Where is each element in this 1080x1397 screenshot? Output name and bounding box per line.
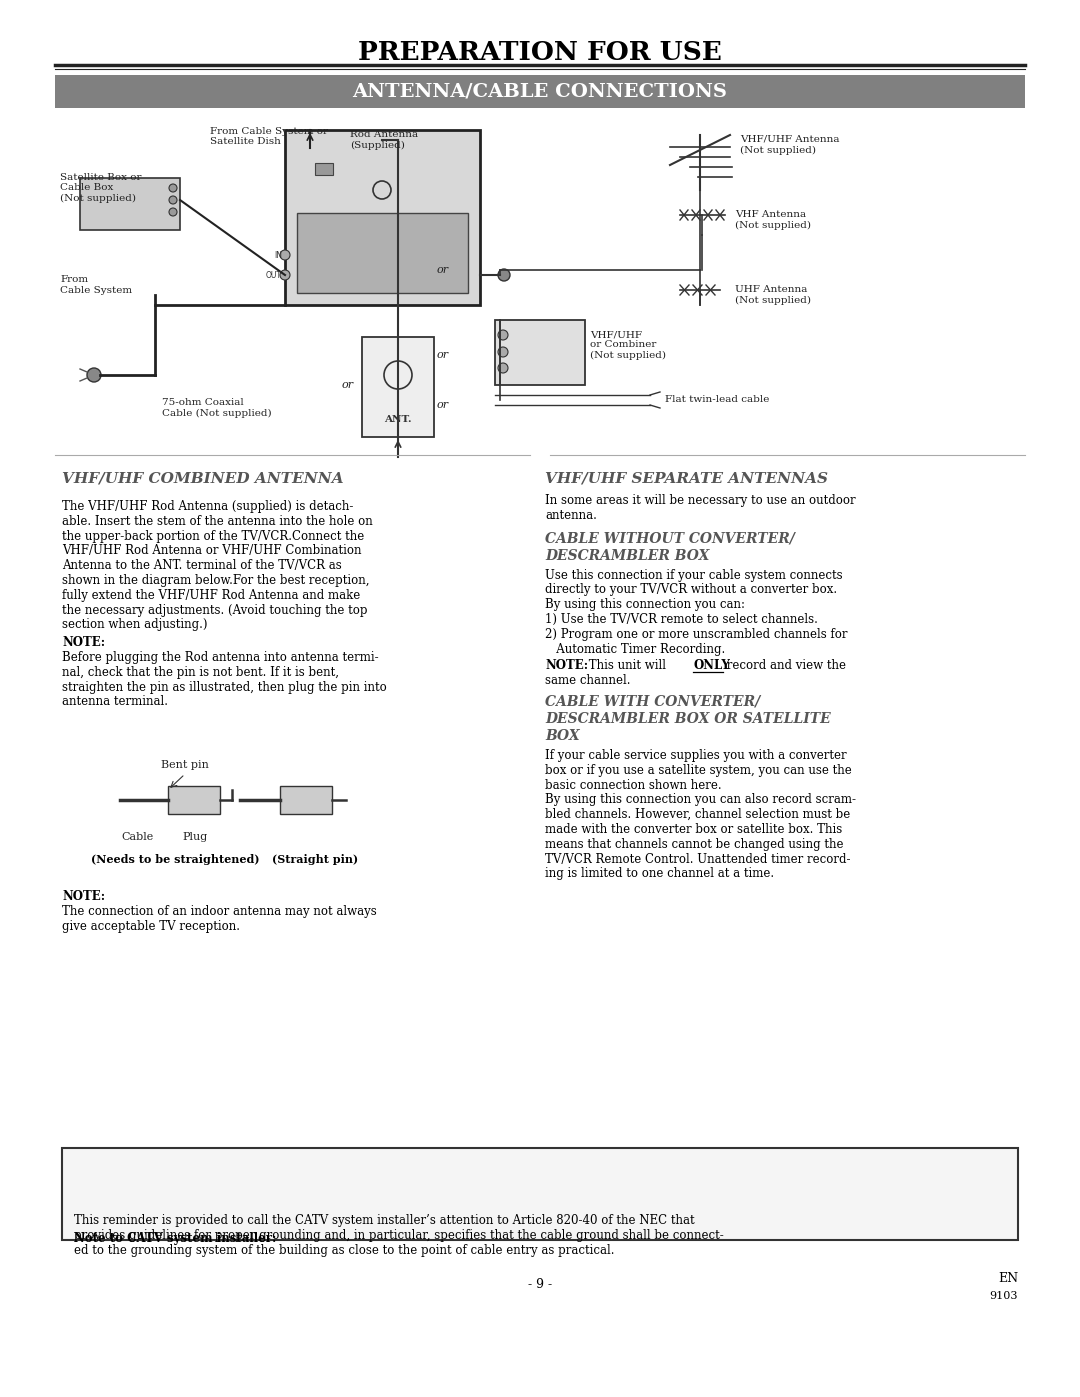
Text: Bent pin: Bent pin [161, 760, 208, 770]
Text: fully extend the VHF/UHF Rod Antenna and make: fully extend the VHF/UHF Rod Antenna and… [62, 588, 361, 602]
Text: In some areas it will be necessary to use an outdoor: In some areas it will be necessary to us… [545, 495, 855, 507]
Text: ANT.: ANT. [384, 415, 411, 423]
Bar [168, 787, 220, 814]
Text: shown in the diagram below.For the best reception,: shown in the diagram below.For the best … [62, 574, 369, 587]
Text: NOTE:: NOTE: [62, 890, 105, 902]
Circle shape [498, 363, 508, 373]
Circle shape [498, 330, 508, 339]
Text: NOTE:: NOTE: [62, 636, 105, 650]
Text: or: or [437, 400, 449, 409]
Text: 9103: 9103 [989, 1291, 1018, 1301]
Text: means that channels cannot be changed using the: means that channels cannot be changed us… [545, 838, 843, 851]
Text: same channel.: same channel. [545, 675, 631, 687]
Circle shape [280, 250, 291, 260]
Text: If your cable service supplies you with a converter: If your cable service supplies you with … [545, 749, 847, 761]
Text: DESCRAMBLER BOX: DESCRAMBLER BOX [545, 549, 710, 563]
Text: - 9 -: - 9 - [528, 1278, 552, 1291]
Text: VHF/UHF Antenna
(Not supplied): VHF/UHF Antenna (Not supplied) [740, 136, 839, 155]
Text: The VHF/UHF Rod Antenna (supplied) is detach-: The VHF/UHF Rod Antenna (supplied) is de… [62, 500, 353, 513]
Text: Plug: Plug [183, 833, 207, 842]
Circle shape [168, 196, 177, 204]
Text: From
Cable System: From Cable System [60, 275, 132, 295]
Text: This reminder is provided to call the CATV system installer’s attention to Artic: This reminder is provided to call the CA… [75, 1214, 694, 1227]
Text: the necessary adjustments. (Avoid touching the top: the necessary adjustments. (Avoid touchi… [62, 604, 367, 616]
Text: directly to your TV/VCR without a converter box.: directly to your TV/VCR without a conver… [545, 584, 837, 597]
Text: Before plugging the Rod antenna into antenna termi-: Before plugging the Rod antenna into ant… [62, 651, 379, 664]
Circle shape [168, 184, 177, 191]
Text: The connection of an indoor antenna may not always: The connection of an indoor antenna may … [62, 905, 377, 918]
Text: VHF/UHF
or Combiner
(Not supplied): VHF/UHF or Combiner (Not supplied) [590, 330, 666, 360]
Bar [362, 337, 434, 437]
Text: VHF Antenna
(Not supplied): VHF Antenna (Not supplied) [735, 210, 811, 229]
Text: 2) Program one or more unscrambled channels for: 2) Program one or more unscrambled chann… [545, 627, 848, 641]
Circle shape [168, 208, 177, 217]
Bar [315, 163, 333, 175]
Text: ing is limited to one channel at a time.: ing is limited to one channel at a time. [545, 868, 774, 880]
Text: VHF/UHF COMBINED ANTENNA: VHF/UHF COMBINED ANTENNA [62, 472, 343, 486]
Text: TV/VCR Remote Control. Unattended timer record-: TV/VCR Remote Control. Unattended timer … [545, 852, 851, 866]
Text: box or if you use a satellite system, you can use the: box or if you use a satellite system, yo… [545, 764, 852, 777]
Circle shape [498, 346, 508, 358]
Text: IN: IN [274, 250, 282, 260]
Circle shape [498, 270, 510, 281]
Text: BOX: BOX [545, 729, 580, 743]
Text: VHF/UHF SEPARATE ANTENNAS: VHF/UHF SEPARATE ANTENNAS [545, 472, 828, 486]
Text: Use this connection if your cable system connects: Use this connection if your cable system… [545, 569, 842, 581]
Text: CABLE WITHOUT CONVERTER/: CABLE WITHOUT CONVERTER/ [545, 532, 795, 546]
Text: Satellite Box or
Cable Box
(Not supplied): Satellite Box or Cable Box (Not supplied… [60, 173, 141, 203]
Text: OUT: OUT [266, 271, 282, 279]
Circle shape [280, 270, 291, 279]
Text: Antenna to the ANT. terminal of the TV/VCR as: Antenna to the ANT. terminal of the TV/V… [62, 559, 341, 573]
Text: nal, check that the pin is not bent. If it is bent,: nal, check that the pin is not bent. If … [62, 666, 339, 679]
Text: PREPARATION FOR USE: PREPARATION FOR USE [359, 39, 721, 64]
Text: or: or [437, 265, 449, 275]
Text: antenna terminal.: antenna terminal. [62, 696, 168, 708]
Text: Note to CATV system installer:: Note to CATV system installer: [75, 1232, 276, 1245]
Text: DESCRAMBLER BOX OR SATELLITE: DESCRAMBLER BOX OR SATELLITE [545, 712, 831, 726]
Text: (Straight pin): (Straight pin) [272, 854, 359, 865]
Bar [285, 130, 480, 305]
Text: record and view the: record and view the [723, 659, 846, 672]
Bar [280, 787, 332, 814]
Text: ONLY: ONLY [693, 659, 730, 672]
Text: bled channels. However, channel selection must be: bled channels. However, channel selectio… [545, 809, 850, 821]
Text: section when adjusting.): section when adjusting.) [62, 619, 207, 631]
Text: From Cable System or
Satellite Dish: From Cable System or Satellite Dish [210, 127, 328, 147]
Text: UHF Antenna
(Not supplied): UHF Antenna (Not supplied) [735, 285, 811, 305]
Text: Cable: Cable [122, 833, 154, 842]
Text: made with the converter box or satellite box. This: made with the converter box or satellite… [545, 823, 842, 835]
Text: Flat twin-lead cable: Flat twin-lead cable [665, 395, 769, 405]
Text: ed to the grounding system of the building as close to the point of cable entry : ed to the grounding system of the buildi… [75, 1243, 615, 1256]
Text: By using this connection you can:: By using this connection you can: [545, 598, 745, 612]
Text: or: or [342, 380, 354, 390]
Bar [62, 1148, 1018, 1241]
Text: able. Insert the stem of the antenna into the hole on: able. Insert the stem of the antenna int… [62, 515, 373, 528]
Text: ANTENNA/CABLE CONNECTIONS: ANTENNA/CABLE CONNECTIONS [352, 82, 728, 101]
Text: straighten the pin as illustrated, then plug the pin into: straighten the pin as illustrated, then … [62, 680, 387, 693]
Text: Automatic Timer Recording.: Automatic Timer Recording. [545, 643, 726, 655]
Text: (Needs to be straightened): (Needs to be straightened) [91, 854, 259, 865]
Bar [495, 320, 585, 386]
Text: VHF/UHF Rod Antenna or VHF/UHF Combination: VHF/UHF Rod Antenna or VHF/UHF Combinati… [62, 545, 362, 557]
Text: 75-ohm Coaxial
Cable (Not supplied): 75-ohm Coaxial Cable (Not supplied) [162, 398, 272, 418]
Text: 1) Use the TV/VCR remote to select channels.: 1) Use the TV/VCR remote to select chann… [545, 613, 818, 626]
Text: CABLE WITH CONVERTER/: CABLE WITH CONVERTER/ [545, 694, 760, 710]
Bar [55, 75, 1025, 108]
Text: the upper-back portion of the TV/VCR.Connect the: the upper-back portion of the TV/VCR.Con… [62, 529, 364, 542]
Text: By using this connection you can also record scram-: By using this connection you can also re… [545, 793, 856, 806]
Text: provides guidelines for proper grounding and, in particular, specifies that the : provides guidelines for proper grounding… [75, 1229, 724, 1242]
Text: or: or [437, 351, 449, 360]
Text: basic connection shown here.: basic connection shown here. [545, 778, 721, 792]
Text: NOTE:: NOTE: [545, 659, 589, 672]
Text: This unit will: This unit will [585, 659, 670, 672]
Text: give acceptable TV reception.: give acceptable TV reception. [62, 919, 240, 933]
Circle shape [87, 367, 102, 381]
Text: Rod Antenna
(Supplied): Rod Antenna (Supplied) [350, 130, 418, 149]
Bar [80, 177, 180, 231]
Text: antenna.: antenna. [545, 509, 597, 522]
Bar [297, 212, 468, 293]
Text: EN: EN [998, 1271, 1018, 1284]
